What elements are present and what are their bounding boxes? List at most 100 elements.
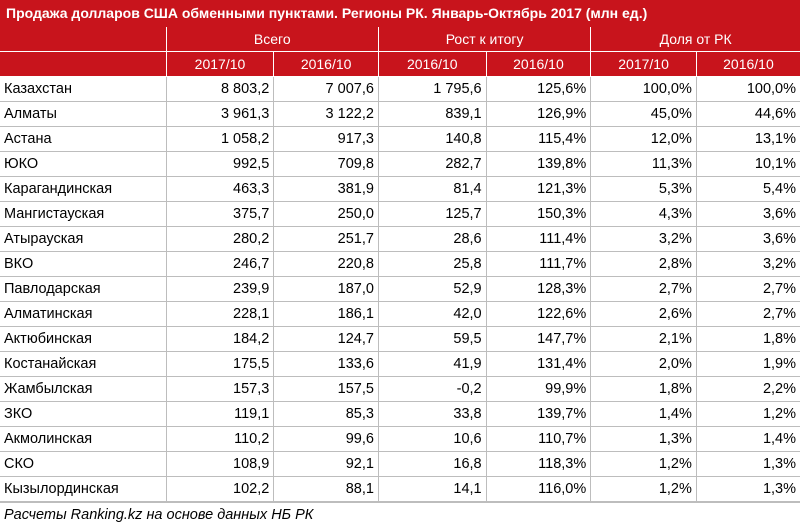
table-cell: 139,8% <box>485 151 591 177</box>
table-cell: 16,8 <box>377 451 487 477</box>
region-name: Алматинская <box>0 301 167 327</box>
table-cell: 125,6% <box>485 76 591 102</box>
table-cell: 1,2% <box>695 401 800 427</box>
table-cell: 11,3% <box>590 151 697 177</box>
table-cell: 100,0% <box>695 76 800 102</box>
table-row: Астана 1 058,2 917,3 140,8 115,4% 12,0% 13,1% <box>0 126 800 152</box>
table-cell: 92,1 <box>273 451 379 477</box>
table-row: Казахстан 8 803,2 7 007,6 1 795,6 125,6% 100,… <box>0 76 800 102</box>
table-cell: 12,0% <box>590 126 697 152</box>
table-cell: 239,9 <box>165 276 274 302</box>
table-cell: 463,3 <box>165 176 274 202</box>
table-cell: 992,5 <box>165 151 274 177</box>
table-cell: 3,2% <box>695 251 800 277</box>
table-cell: 1,2% <box>590 476 697 502</box>
table-cell: 28,6 <box>377 226 487 252</box>
table-cell: 1,4% <box>695 426 800 452</box>
table-cell: 150,3% <box>485 201 591 227</box>
data-table: Всего Рост к итогу Доля от РК 2017/10 20… <box>0 27 800 502</box>
table-cell: 8 803,2 <box>165 76 274 102</box>
table-cell: 1,9% <box>695 351 800 377</box>
table-cell: 184,2 <box>165 326 274 352</box>
table-cell: 41,9 <box>377 351 487 377</box>
table-cell: 85,3 <box>273 401 379 427</box>
table-cell: 14,1 <box>377 476 487 502</box>
table-cell: 110,2 <box>165 426 274 452</box>
table-cell: 139,7% <box>485 401 591 427</box>
region-name: ВКО <box>0 251 167 277</box>
table-row: СКО 108,9 92,1 16,8 118,3% 1,2% 1,3% <box>0 451 800 477</box>
table-row: ЗКО 119,1 85,3 33,8 139,7% 1,4% 1,2% <box>0 401 800 427</box>
table-cell: 125,7 <box>377 201 487 227</box>
table-cell: 3,6% <box>695 201 800 227</box>
table-cell: 128,3% <box>485 276 591 302</box>
table-row: Карагандинская 463,3 381,9 81,4 121,3% 5,3% 5,… <box>0 176 800 202</box>
region-name: Алматы <box>0 101 167 127</box>
sub-header: 2016/10 <box>695 51 800 77</box>
table-cell: 110,7% <box>485 426 591 452</box>
table-cell: 5,4% <box>695 176 800 202</box>
table-cell: 1,3% <box>695 451 800 477</box>
region-name: Мангистауская <box>0 201 167 227</box>
table-cell: 709,8 <box>273 151 379 177</box>
table-cell: 2,7% <box>590 276 697 302</box>
table-cell: 1,8% <box>590 376 697 402</box>
table-row: Атырауская 280,2 251,7 28,6 111,4% 3,2% 3,6% <box>0 226 800 252</box>
table-cell: 839,1 <box>377 101 487 127</box>
table-cell: 88,1 <box>273 476 379 502</box>
table-cell: 1,4% <box>590 401 697 427</box>
region-name: ЗКО <box>0 401 167 427</box>
table-cell: 13,1% <box>695 126 800 152</box>
region-name: Костанайская <box>0 351 167 377</box>
table-cell: 45,0% <box>590 101 697 127</box>
region-name: ЮКО <box>0 151 167 177</box>
table-cell: 2,7% <box>695 276 800 302</box>
table-cell: 1,2% <box>590 451 697 477</box>
table-cell: 175,5 <box>165 351 274 377</box>
region-name: СКО <box>0 451 167 477</box>
region-name: Карагандинская <box>0 176 167 202</box>
region-name: Актюбинская <box>0 326 167 352</box>
table-cell: 220,8 <box>273 251 379 277</box>
table-body: Казахстан 8 803,2 7 007,6 1 795,6 125,6% 100,… <box>0 76 800 502</box>
table-cell: 44,6% <box>695 101 800 127</box>
table-row: ВКО 246,7 220,8 25,8 111,7% 2,8% 3,2% <box>0 251 800 277</box>
table-cell: 131,4% <box>485 351 591 377</box>
region-name: Кызылординская <box>0 476 167 502</box>
header-blank <box>0 27 167 52</box>
header-blank <box>0 51 167 77</box>
sub-header: 2016/10 <box>485 51 591 77</box>
table-cell: 102,2 <box>165 476 274 502</box>
table-row: Жамбылская 157,3 157,5 -0,2 99,9% 1,8% 2,2% <box>0 376 800 402</box>
table-cell: 1 058,2 <box>165 126 274 152</box>
table-cell: 1,8% <box>695 326 800 352</box>
table-row: Актюбинская 184,2 124,7 59,5 147,7% 2,1% 1,8% <box>0 326 800 352</box>
sub-header-row: 2017/10 2016/10 2016/10 2016/10 2017/10 … <box>0 51 800 77</box>
table-cell: 250,0 <box>273 201 379 227</box>
table-cell: 119,1 <box>165 401 274 427</box>
table-cell: 99,9% <box>485 376 591 402</box>
table-cell: 2,7% <box>695 301 800 327</box>
table-cell: 246,7 <box>165 251 274 277</box>
group-header-growth: Рост к итогу <box>377 27 591 52</box>
table-cell: 5,3% <box>590 176 697 202</box>
table-cell: 2,1% <box>590 326 697 352</box>
table-cell: 2,6% <box>590 301 697 327</box>
table-row: Акмолинская 110,2 99,6 10,6 110,7% 1,3% 1,4% <box>0 426 800 452</box>
table-cell: 115,4% <box>485 126 591 152</box>
table-cell: 2,0% <box>590 351 697 377</box>
source-note: Расчеты Ranking.kz на основе данных НБ Р… <box>0 502 800 527</box>
region-name: Павлодарская <box>0 276 167 302</box>
table-cell: 3,2% <box>590 226 697 252</box>
table-cell: 118,3% <box>485 451 591 477</box>
region-name: Астана <box>0 126 167 152</box>
table-cell: 99,6 <box>273 426 379 452</box>
sub-header: 2017/10 <box>165 51 274 77</box>
table-cell: 3 122,2 <box>273 101 379 127</box>
table-row: Мангистауская 375,7 250,0 125,7 150,3% 4,3% 3,… <box>0 201 800 227</box>
table-cell: 7 007,6 <box>273 76 379 102</box>
table-cell: 186,1 <box>273 301 379 327</box>
table-cell: 10,1% <box>695 151 800 177</box>
group-header-row: Всего Рост к итогу Доля от РК <box>0 27 800 52</box>
table-cell: 2,2% <box>695 376 800 402</box>
